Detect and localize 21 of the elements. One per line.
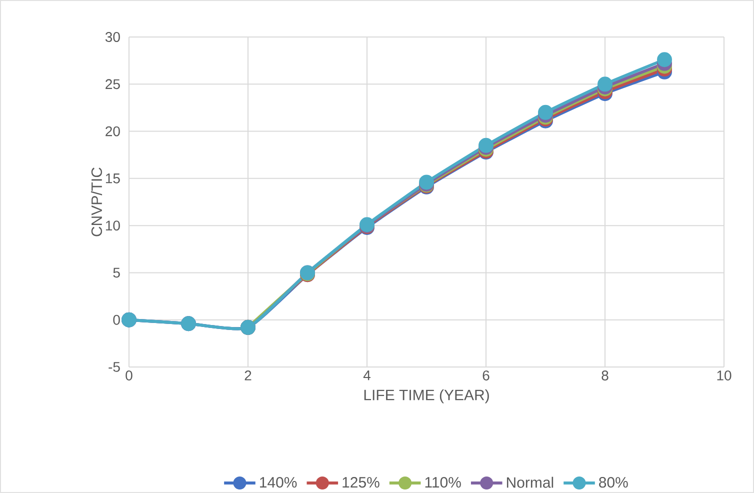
y-tick-label: 30 [105, 32, 120, 42]
legend-label: 80% [599, 477, 628, 488]
legend-label: Normal [506, 476, 554, 488]
y-tick-label: 10 [106, 220, 120, 231]
y-tick-label: 20 [106, 126, 120, 136]
x-tick-label: 6 [482, 370, 490, 380]
x-tick-label: 4 [363, 370, 370, 380]
legend-label: 110% [425, 477, 461, 488]
y-tick-label: 0 [113, 314, 120, 325]
x-tick-label: 0 [126, 370, 132, 380]
x-tick-label: 2 [244, 370, 252, 380]
y-axis-title: CNVP/TIC [91, 168, 102, 236]
x-tick-label: 8 [602, 370, 608, 380]
y-tick-label: 15 [106, 174, 120, 184]
x-axis-title: LIFE TIME (YEAR) [364, 389, 489, 404]
x-tick-label: 10 [717, 370, 732, 380]
y-tick-label: 5 [113, 268, 120, 278]
legend-label: 140% [260, 477, 297, 488]
y-tick-label: 25 [106, 79, 120, 90]
y-tick-label: -5 [108, 362, 120, 372]
legend-label: 125% [342, 477, 380, 488]
